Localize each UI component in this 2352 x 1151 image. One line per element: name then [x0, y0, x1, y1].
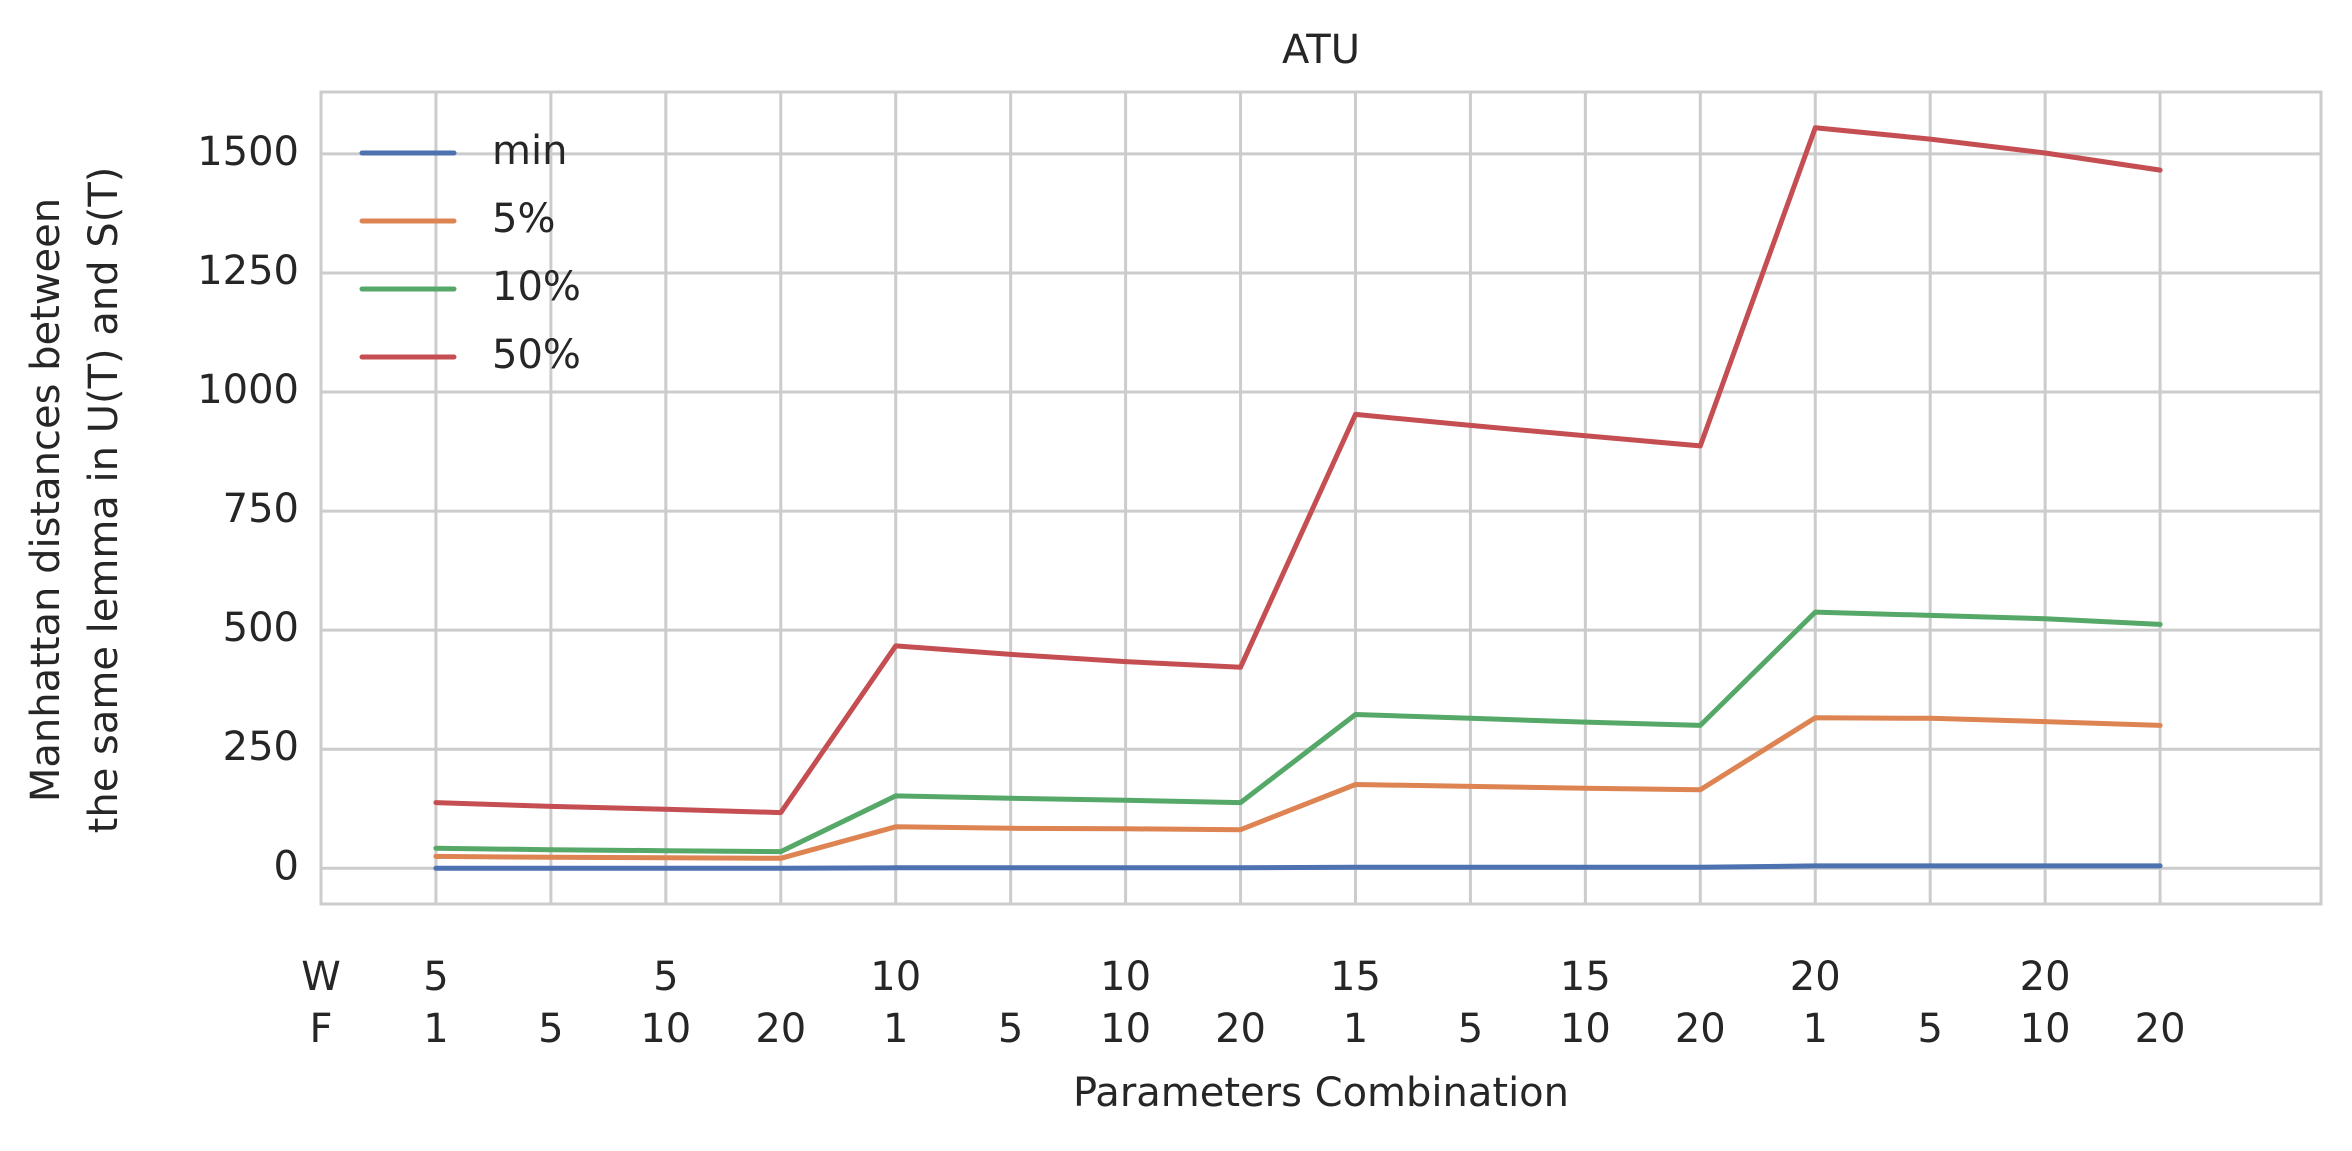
series-lines	[433, 125, 2163, 871]
x-tick-label-f: 10	[2020, 1006, 2071, 1052]
x-tick-label-f: 5	[1917, 1006, 1942, 1052]
y-tick-labels: 0 250 500 750 1000 1250 1500	[197, 129, 299, 889]
y-tick-label: 750	[223, 486, 299, 532]
y-tick-label: 500	[223, 605, 299, 651]
x-axis-label: Parameters Combination	[1073, 1070, 1569, 1116]
x-tick-label-f: 20	[1675, 1006, 1726, 1052]
x-tick-label-f: 10	[1100, 1006, 1151, 1052]
series-line-50pct	[433, 125, 2163, 816]
series-line-10pct	[433, 609, 2163, 855]
series-line-5pct	[433, 715, 2163, 861]
grid	[321, 92, 2321, 904]
x-tick-label-f: 5	[998, 1006, 1023, 1052]
y-tick-label: 250	[223, 724, 299, 770]
y-tick-label: 1250	[197, 248, 299, 294]
y-axis-label-line-1: Manhattan distances between	[23, 198, 69, 802]
legend-label: 5%	[492, 196, 555, 242]
legend-label: min	[492, 128, 567, 174]
x-tick-label-f: 5	[1458, 1006, 1483, 1052]
legend: min 5% 10% 50%	[359, 128, 581, 378]
x-tick-label-w: 15	[1330, 954, 1381, 1000]
x-tick-label-f: 1	[1343, 1006, 1368, 1052]
x-tick-label-f: 20	[1215, 1006, 1266, 1052]
x-tick-label-w: 20	[1790, 954, 1841, 1000]
x-row-label-f: F	[309, 1006, 332, 1052]
x-tick-label-f: 1	[883, 1006, 908, 1052]
y-tick-label: 0	[274, 843, 299, 889]
x-row-label-w: W	[301, 954, 341, 1000]
y-tick-label: 1500	[197, 129, 299, 175]
x-tick-label-f: 10	[1560, 1006, 1611, 1052]
x-tick-label-f: 5	[538, 1006, 563, 1052]
x-tick-label-f: 10	[640, 1006, 691, 1052]
x-tick-label-f: 1	[423, 1006, 448, 1052]
x-tick-label-w: 5	[423, 954, 448, 1000]
legend-label: 50%	[492, 332, 581, 378]
x-tick-label-w: 10	[870, 954, 921, 1000]
plot-frame	[319, 90, 2323, 906]
chart-title: ATU	[1282, 27, 1360, 73]
y-tick-label: 1000	[197, 367, 299, 413]
legend-label: 10%	[492, 264, 581, 310]
x-tick-label-w: 20	[2020, 954, 2071, 1000]
x-tick-label-f: 20	[755, 1006, 806, 1052]
y-axis-label-line-2: the same lemma in U(T) and S(T)	[81, 167, 127, 834]
x-tick-label-w: 5	[653, 954, 678, 1000]
x-tick-label-w: 10	[1100, 954, 1151, 1000]
series-line-min	[433, 863, 2163, 871]
x-tick-label-w: 15	[1560, 954, 1611, 1000]
x-tick-label-f: 20	[2135, 1006, 2186, 1052]
x-tick-label-f: 1	[1803, 1006, 1828, 1052]
